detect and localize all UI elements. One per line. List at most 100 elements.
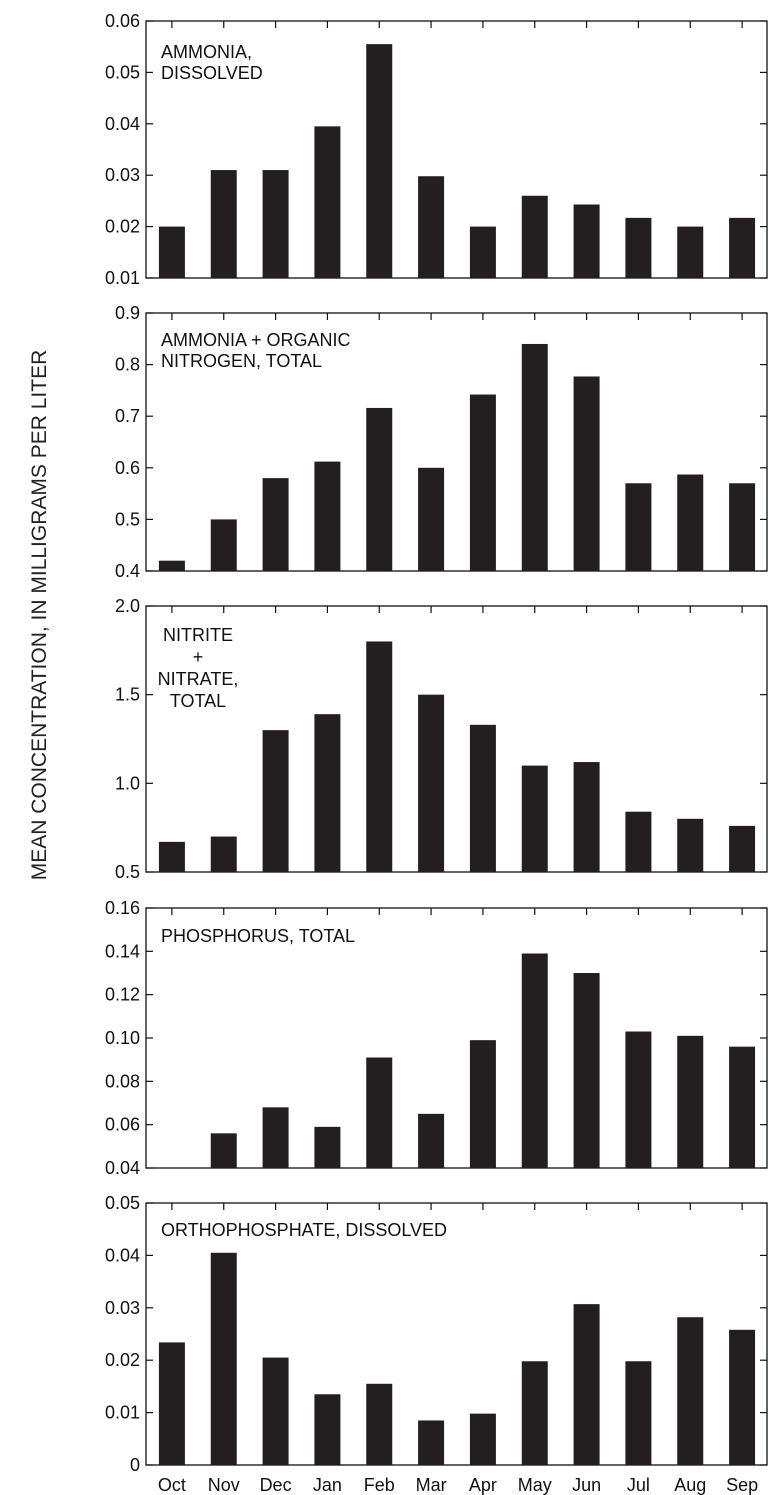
bar-mar xyxy=(418,1113,445,1168)
y-tick-label: 1.5 xyxy=(115,685,140,705)
y-tick-label: 0.6 xyxy=(115,458,140,478)
y-tick-label: 0.12 xyxy=(105,985,140,1005)
bar-sep xyxy=(729,217,756,278)
y-tick-label: 0.02 xyxy=(105,217,140,237)
y-tick-label: 0.02 xyxy=(105,1350,140,1370)
bar-aug xyxy=(677,1317,704,1465)
bar-mar xyxy=(418,467,445,571)
bar-apr xyxy=(469,226,496,278)
bar-oct xyxy=(158,226,185,278)
plot-frame xyxy=(145,312,768,572)
bar-nov xyxy=(210,1133,237,1168)
plot-frame xyxy=(145,907,768,1169)
y-tick-label: 0.9 xyxy=(115,303,140,323)
y-tick-label: 0.05 xyxy=(105,62,140,82)
x-tick-label: Jul xyxy=(627,1475,650,1495)
plot-frame xyxy=(145,20,768,279)
y-tick-label: 0.10 xyxy=(105,1028,140,1048)
bar-dec xyxy=(262,478,289,571)
bar-feb xyxy=(366,641,393,872)
bar-jul xyxy=(625,1031,652,1168)
bar-nov xyxy=(210,836,237,872)
bar-aug xyxy=(677,474,704,571)
y-tick-label: 0.03 xyxy=(105,165,140,185)
y-tick-label: 0.04 xyxy=(105,1158,140,1178)
x-tick-label: Aug xyxy=(674,1475,706,1495)
bar-jul xyxy=(625,483,652,571)
bar-may xyxy=(521,1361,548,1465)
chart-panel-1: 0.01 0.02 0.03 0.04 0.05 0.06 AMMONIA, DISSOLVE… xyxy=(105,11,768,288)
y-tick-label: 0.04 xyxy=(105,1245,140,1265)
bar-jun xyxy=(573,204,600,278)
y-tick-label: 0.01 xyxy=(105,268,140,288)
bar-may xyxy=(521,195,548,278)
chart-panel-5: 0 0.01 0.02 0.03 0.04 0.05 Oct Nov Dec Jan Feb Mar A… xyxy=(105,1193,768,1495)
bar-jan xyxy=(314,126,341,279)
chart-panel-3: 0.5 1.0 1.5 2.0 NITRITE + NITRATE, TOTAL xyxy=(115,596,768,882)
bar-jan xyxy=(314,1126,341,1168)
bar-feb xyxy=(366,1383,393,1465)
bar-sep xyxy=(729,825,756,872)
panel-title: PHOSPHORUS, TOTAL xyxy=(161,926,355,946)
y-tick-label: 0.7 xyxy=(115,406,140,426)
bar-nov xyxy=(210,519,237,571)
bar-aug xyxy=(677,226,704,278)
panel-title: AMMONIA, DISSOLVED xyxy=(161,42,263,83)
bar-oct xyxy=(158,1342,185,1465)
bar-dec xyxy=(262,1357,289,1465)
bar-dec xyxy=(262,170,289,278)
y-tick-label: 0.05 xyxy=(105,1193,140,1213)
bar-aug xyxy=(677,1035,704,1168)
bar-jan xyxy=(314,1394,341,1465)
bar-apr xyxy=(469,394,496,571)
bar-apr xyxy=(469,1040,496,1168)
bar-jun xyxy=(573,1304,600,1465)
panel-title: AMMONIA + ORGANIC NITROGEN, TOTAL xyxy=(161,330,351,371)
bar-apr xyxy=(469,1413,496,1465)
y-tick-label: 0.14 xyxy=(105,941,140,961)
bar-jul xyxy=(625,1361,652,1465)
plot-frame xyxy=(145,1202,768,1466)
bar-may xyxy=(521,953,548,1168)
bar-mar xyxy=(418,694,445,872)
plot-frame xyxy=(145,605,768,873)
y-tick-label: 0.16 xyxy=(105,898,140,918)
y-axis-label: MEAN CONCENTRATION, IN MILLIGRAMS PER LI… xyxy=(28,350,51,881)
y-tick-label: 0.5 xyxy=(115,862,140,882)
bar-jan xyxy=(314,461,341,571)
bar-apr xyxy=(469,724,496,872)
y-tick-label: 0.03 xyxy=(105,1298,140,1318)
bar-feb xyxy=(366,44,393,278)
bar-sep xyxy=(729,1329,756,1465)
bar-feb xyxy=(366,1057,393,1168)
y-tick-label: 0.06 xyxy=(105,1115,140,1135)
bar-may xyxy=(521,765,548,872)
x-tick-label: Sep xyxy=(726,1475,758,1495)
bar-jan xyxy=(314,714,341,872)
chart-panels: 0.01 0.02 0.03 0.04 0.05 0.06 AMMONIA, DISSOLVE… xyxy=(105,11,768,1495)
bar-nov xyxy=(210,170,237,278)
x-tick-label: Jun xyxy=(572,1475,601,1495)
panel-title: NITRITE + NITRATE, TOTAL xyxy=(158,625,239,711)
bar-jun xyxy=(573,376,600,571)
bar-nov xyxy=(210,1252,237,1465)
x-tick-label: Nov xyxy=(208,1475,240,1495)
y-tick-label: 0.01 xyxy=(105,1403,140,1423)
bar-feb xyxy=(366,407,393,571)
x-tick-label: Jan xyxy=(313,1475,342,1495)
bar-aug xyxy=(677,818,704,872)
y-tick-label: 0.06 xyxy=(105,11,140,31)
panel-title: ORTHOPHOSPHATE, DISSOLVED xyxy=(161,1220,447,1240)
y-tick-label: 1.0 xyxy=(115,773,140,793)
bar-jul xyxy=(625,217,652,278)
bar-oct xyxy=(158,560,185,571)
y-tick-label: 0.8 xyxy=(115,355,140,375)
y-tick-label: 0.04 xyxy=(105,114,140,134)
bar-jun xyxy=(573,973,600,1168)
x-tick-label: Mar xyxy=(416,1475,447,1495)
bar-jul xyxy=(625,811,652,872)
bar-mar xyxy=(418,176,445,278)
chart-panel-4: 0.04 0.06 0.08 0.10 0.12 0.14 0.16 PHOSPHORUS, … xyxy=(105,898,768,1178)
y-tick-label: 0.5 xyxy=(115,509,140,529)
x-tick-label: Oct xyxy=(158,1475,186,1495)
